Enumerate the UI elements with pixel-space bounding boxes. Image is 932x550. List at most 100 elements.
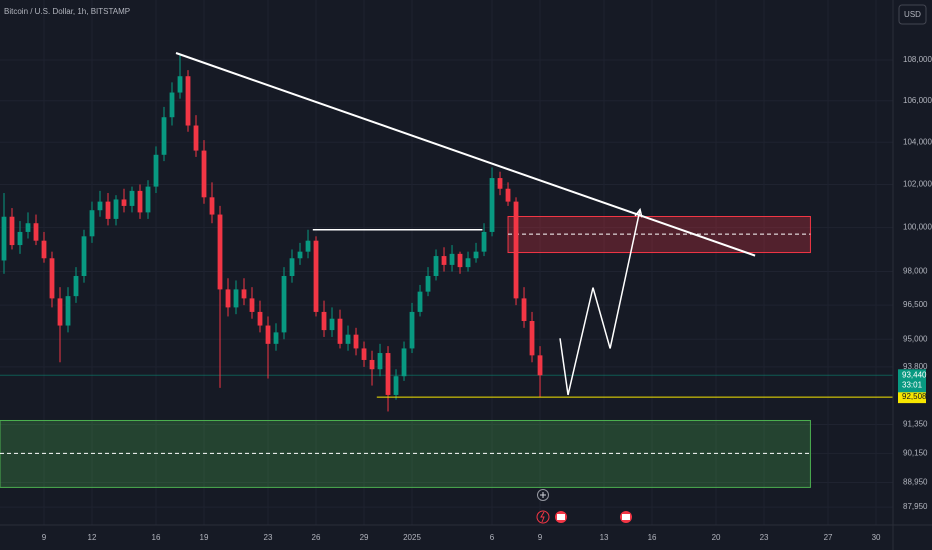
x-tick-label: 9	[42, 533, 47, 542]
x-tick-label: 23	[264, 533, 273, 542]
candle-body	[425, 276, 431, 292]
candle-body	[17, 231, 23, 246]
candle-body	[433, 256, 439, 277]
candle-body	[57, 298, 63, 326]
x-tick-label: 16	[152, 533, 161, 542]
candle-body	[521, 298, 527, 321]
candle-body	[89, 210, 95, 237]
last-price-box	[898, 369, 926, 393]
candle-body	[169, 92, 175, 118]
candle-body	[529, 320, 535, 356]
x-tick-label: 20	[712, 533, 721, 542]
y-tick-label: 88,950	[903, 478, 928, 487]
candle-body	[201, 150, 207, 198]
candle-body	[265, 325, 271, 344]
candle-body	[377, 353, 383, 370]
y-tick-label: 93,800	[903, 362, 928, 371]
candle-body	[321, 311, 327, 331]
x-tick-label: 30	[872, 533, 881, 542]
y-tick-label: 95,000	[903, 334, 928, 343]
currency[interactable]: USD	[904, 10, 921, 19]
candle-body	[489, 178, 495, 232]
candle-body	[353, 334, 359, 349]
candle-body	[33, 223, 39, 241]
candle-body	[161, 117, 167, 155]
x-tick-label: 9	[538, 533, 543, 542]
candle-body	[345, 334, 351, 344]
candle-body	[97, 201, 103, 211]
candle-body	[193, 125, 199, 151]
plot	[0, 52, 893, 488]
candle-body	[369, 359, 375, 370]
countdown-label: 33:01	[902, 380, 923, 389]
y-tick-label: 100,000	[903, 223, 932, 232]
candle-body	[393, 376, 399, 395]
x-tick-label: 2025	[403, 533, 421, 542]
candle-body	[313, 240, 319, 312]
x-tick-label: 27	[824, 533, 833, 542]
candle-body	[241, 289, 247, 299]
y-tick-label: 106,000	[903, 96, 932, 105]
candle-body	[505, 188, 511, 202]
arrowhead	[634, 207, 643, 218]
candle-body	[361, 348, 367, 360]
y-tick-label: 102,000	[903, 180, 932, 189]
candle-body	[153, 154, 159, 187]
candle-body	[209, 197, 215, 215]
candle-body	[25, 223, 31, 232]
candle-body	[305, 240, 311, 252]
candle-body	[257, 311, 263, 326]
candle-body	[1, 216, 7, 261]
candle-body	[513, 201, 519, 299]
candle-body	[49, 258, 55, 299]
candle-body	[177, 76, 183, 93]
chart-title: Bitcoin / U.S. Dollar, 1h, BITSTAMP	[4, 7, 130, 16]
candle-body	[329, 318, 335, 331]
candle-body	[417, 291, 423, 312]
candle-body	[537, 355, 543, 376]
candle-body	[497, 178, 503, 189]
candle-body	[121, 199, 127, 206]
candle-body	[481, 231, 487, 252]
y-tick-label: 91,350	[903, 420, 928, 429]
candle-body	[129, 190, 135, 206]
y-tick-label: 108,000	[903, 55, 932, 64]
y-tick-label: 87,950	[903, 502, 928, 511]
y-tick-label: 104,000	[903, 137, 932, 146]
candle-body	[249, 298, 255, 312]
candle-body	[9, 216, 15, 246]
candle-body	[217, 214, 223, 290]
candle-body	[409, 311, 415, 349]
candle-body	[73, 276, 79, 297]
currency-button[interactable]	[898, 4, 927, 25]
x-tick-label: 16	[648, 533, 657, 542]
y-tick-label: 98,000	[903, 267, 928, 276]
candle-body	[113, 199, 119, 219]
x-tick-label: 23	[760, 533, 769, 542]
candle-body	[41, 240, 47, 259]
zone	[0, 419, 811, 488]
candle-body	[233, 289, 239, 308]
candle-body	[401, 348, 407, 377]
candle-body	[385, 353, 391, 395]
support-label-box	[898, 391, 926, 404]
candle-body	[225, 289, 231, 308]
y-tick-label: 90,150	[903, 448, 928, 457]
candle-body	[273, 332, 279, 344]
candle-body	[441, 256, 447, 265]
candle-body	[449, 253, 455, 265]
candle-body	[297, 251, 303, 259]
x-tick-label: 12	[88, 533, 97, 542]
x-tick-label: 29	[360, 533, 369, 542]
candle-body	[289, 258, 295, 277]
trendline	[175, 52, 756, 257]
candle-body	[145, 186, 151, 213]
last-price-label: 93,440	[902, 370, 927, 379]
candle-body	[105, 201, 111, 219]
event-icons	[536, 489, 632, 524]
support-label: 92,508	[902, 392, 927, 401]
x-tick-label: 26	[312, 533, 321, 542]
candle-body	[337, 318, 343, 344]
